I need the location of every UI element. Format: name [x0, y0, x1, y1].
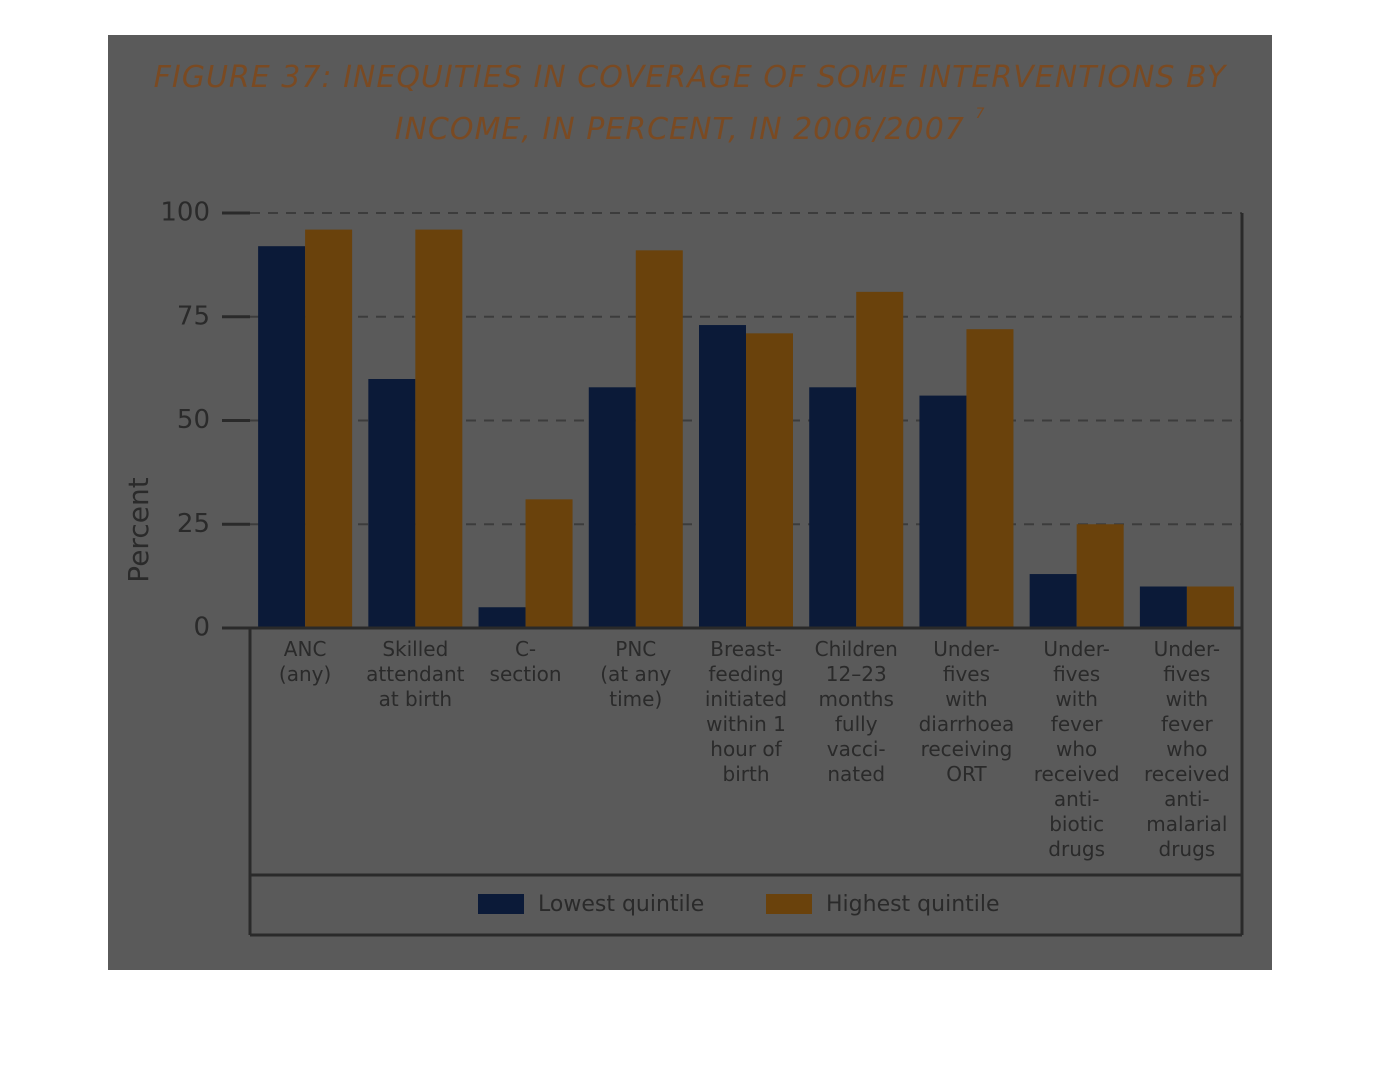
bar — [588, 387, 636, 628]
x-tick-label: Breast- feeding initiated within 1 hour … — [704, 637, 788, 786]
bar — [746, 333, 793, 628]
bar — [368, 379, 416, 628]
bar — [1029, 574, 1077, 628]
bar — [966, 329, 1014, 628]
bar — [258, 246, 306, 628]
legend-swatch — [766, 894, 812, 914]
chart-title: FIGURE 37: INEQUITIES IN COVERAGE OF SOM… — [108, 52, 1272, 156]
x-tick-label: ANC (any) — [278, 637, 332, 686]
y-tick-label: 0 — [193, 613, 210, 643]
title-text: FIGURE 37: INEQUITIES IN COVERAGE OF SOM… — [153, 60, 1227, 147]
y-axis-label: Percent — [122, 477, 155, 582]
bar — [1139, 586, 1187, 628]
y-tick-label: 75 — [177, 301, 210, 331]
y-tick-label: 100 — [160, 198, 210, 228]
bar — [525, 499, 573, 628]
bar — [635, 250, 683, 628]
bar — [1186, 586, 1234, 628]
legend-label: Highest quintile — [826, 892, 1000, 917]
bar — [415, 229, 463, 628]
y-tick-label: 50 — [177, 405, 210, 435]
x-tick-label: PNC (at any time) — [600, 637, 672, 711]
bar — [856, 291, 904, 628]
bar — [305, 229, 353, 628]
bar — [919, 395, 967, 628]
x-tick-label: C- section — [489, 637, 562, 686]
title-footnote: 7 — [975, 106, 986, 122]
legend-swatch — [478, 894, 524, 914]
bar — [478, 607, 526, 628]
bar — [1076, 524, 1124, 628]
x-tick-label: Under- fives with fever who received ant… — [1143, 637, 1230, 861]
x-tick-label: Under- fives with fever who received ant… — [1033, 637, 1120, 861]
bar — [699, 325, 746, 628]
legend-label: Lowest quintile — [538, 892, 704, 917]
x-tick-label: Skilled attendant at birth — [366, 637, 465, 711]
x-tick-label: Under- fives with diarrhoea receiving OR… — [918, 637, 1015, 786]
x-tick-label: Children 12–23 months fully vacci- nated — [814, 637, 898, 786]
bar — [809, 387, 857, 628]
y-tick-label: 25 — [177, 509, 210, 539]
